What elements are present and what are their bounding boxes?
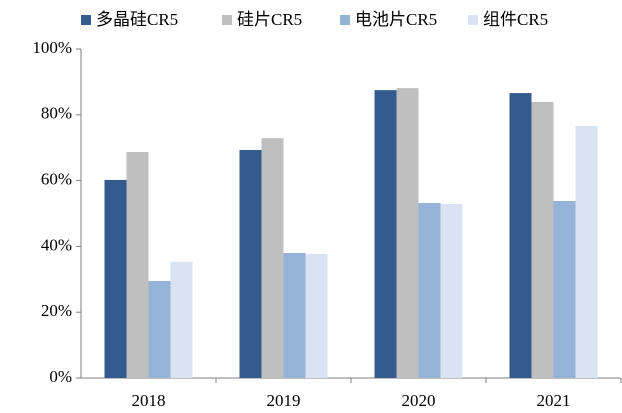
bar (396, 88, 419, 378)
bar (261, 138, 284, 378)
bar (283, 252, 306, 378)
bar (553, 200, 576, 378)
bar (305, 253, 328, 378)
legend-swatch (222, 15, 232, 25)
bar (531, 101, 554, 379)
bar (104, 179, 127, 378)
x-tick-label: 2021 (537, 391, 571, 410)
bar (374, 90, 397, 378)
bar (440, 203, 463, 378)
bar (170, 261, 193, 378)
bar (239, 150, 262, 378)
y-tick-label: 60% (41, 170, 72, 189)
legend-label: 组件CR5 (483, 10, 548, 29)
legend-label: 电池片CR5 (355, 10, 437, 29)
y-tick-label: 80% (41, 104, 72, 123)
legend-swatch (468, 15, 478, 25)
bar (509, 93, 532, 378)
x-tick-label: 2018 (132, 391, 166, 410)
legend-swatch (340, 15, 350, 25)
bar (126, 151, 149, 378)
y-tick-label: 40% (41, 235, 72, 254)
bar (418, 202, 441, 378)
bar (148, 280, 171, 378)
legend-label: 硅片CR5 (237, 10, 302, 29)
x-tick-label: 2019 (267, 391, 301, 410)
y-tick-label: 20% (41, 301, 72, 320)
x-tick-label: 2020 (402, 391, 436, 410)
bar (575, 125, 598, 379)
y-tick-label: 100% (32, 38, 72, 57)
legend-swatch (81, 15, 91, 25)
y-tick-label: 0% (49, 367, 72, 386)
legend-label: 多晶硅CR5 (96, 10, 178, 29)
